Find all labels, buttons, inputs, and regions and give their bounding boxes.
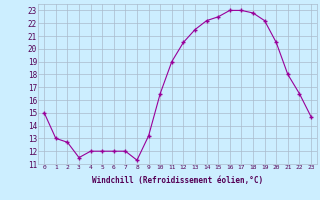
X-axis label: Windchill (Refroidissement éolien,°C): Windchill (Refroidissement éolien,°C) <box>92 176 263 185</box>
